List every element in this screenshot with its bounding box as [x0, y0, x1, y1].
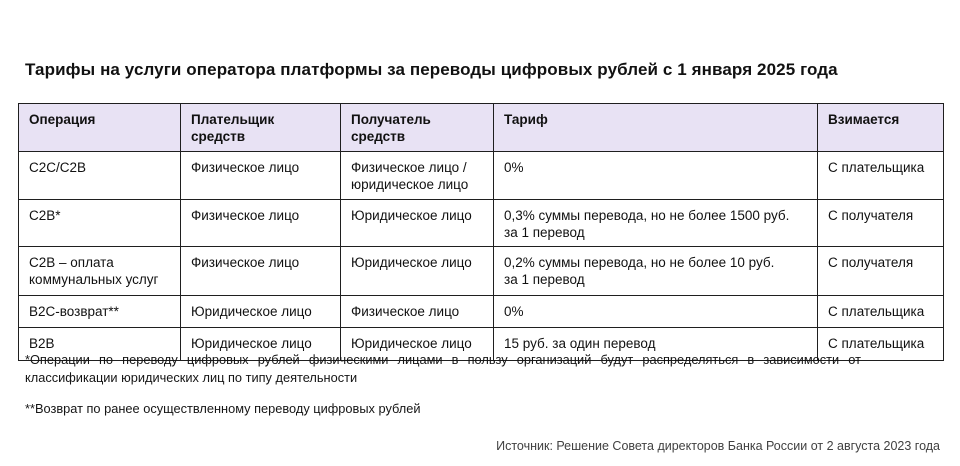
- table-cell: С плательщика: [817, 150, 944, 200]
- footnote-refund: **Возврат по ранее осуществленному перев…: [25, 401, 421, 417]
- table-row: B2C-возврат** Юридическое лицо Физическо…: [18, 295, 944, 329]
- page-title: Тарифы на услуги оператора платформы за …: [25, 60, 838, 79]
- tariff-table: Операция Плательщик средств Получатель с…: [18, 103, 944, 362]
- table-cell: С плательщика: [817, 295, 944, 329]
- source-attribution: Источник: Решение Совета директоров Банк…: [496, 439, 940, 453]
- footnote-classification: *Операции по переводу цифровых рублей фи…: [25, 352, 861, 385]
- table-row: B2B Юридическое лицо Юридическое лицо 15…: [18, 327, 944, 362]
- table-row: C2B* Физическое лицо Юридическое лицо 0,…: [18, 198, 944, 248]
- table-cell: 0,3% суммы перевода, но не более 1500 ру…: [493, 198, 818, 248]
- table-cell: С плательщика: [817, 327, 944, 362]
- table-cell: 0,2% суммы перевода, но не более 10 руб.…: [493, 246, 818, 297]
- table-cell: Физическое лицо / юридическое лицо: [340, 150, 494, 200]
- table-cell: Физическое лицо: [340, 295, 494, 329]
- table-cell: 15 руб. за один перевод: [493, 327, 818, 362]
- table-cell: Физическое лицо: [180, 246, 341, 297]
- table-cell: Юридическое лицо: [340, 198, 494, 248]
- table-cell: 0%: [493, 150, 818, 200]
- table-cell: Юридическое лицо: [340, 327, 494, 362]
- footnotes-block: *Операции по переводу цифровых рублей фи…: [25, 351, 861, 432]
- table-cell: Юридическое лицо: [180, 327, 341, 362]
- table-cell: C2C/C2B: [18, 150, 181, 200]
- table-cell: С получателя: [817, 198, 944, 248]
- header-cell-recipient: Получатель средств: [340, 103, 494, 152]
- table-cell: C2B*: [18, 198, 181, 248]
- table-row: C2B – оплата коммунальных услуг Физическ…: [18, 246, 944, 297]
- header-cell-charged-from: Взимается: [817, 103, 944, 152]
- table-cell: B2C-возврат**: [18, 295, 181, 329]
- table-cell: Физическое лицо: [180, 198, 341, 248]
- table-row: C2C/C2B Физическое лицо Физическое лицо …: [18, 150, 944, 200]
- table-cell: С получателя: [817, 246, 944, 297]
- table-header-row: Операция Плательщик средств Получатель с…: [18, 103, 944, 152]
- table-cell: B2B: [18, 327, 181, 362]
- table-cell: Физическое лицо: [180, 150, 341, 200]
- table-cell: 0%: [493, 295, 818, 329]
- header-cell-operation: Операция: [18, 103, 181, 152]
- header-cell-tariff: Тариф: [493, 103, 818, 152]
- table-cell: Юридическое лицо: [340, 246, 494, 297]
- table-cell: Юридическое лицо: [180, 295, 341, 329]
- header-cell-payer: Плательщик средств: [180, 103, 341, 152]
- table-cell: C2B – оплата коммунальных услуг: [18, 246, 181, 297]
